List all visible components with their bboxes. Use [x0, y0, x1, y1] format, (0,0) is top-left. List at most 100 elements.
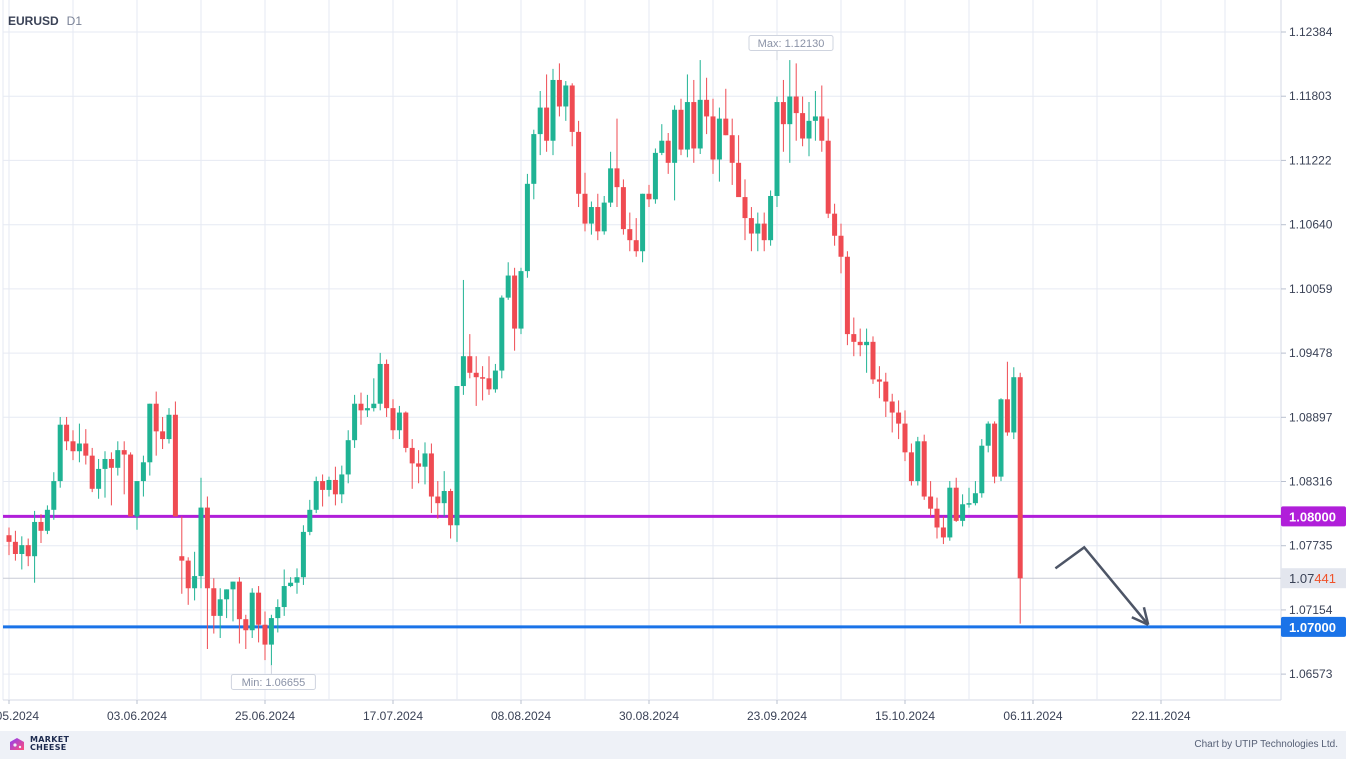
candle-body — [70, 441, 76, 452]
candle-body — [953, 487, 959, 521]
candle-body — [876, 379, 882, 382]
candle — [998, 398, 1004, 482]
candle-body — [627, 229, 633, 241]
candle-body — [985, 423, 991, 446]
candle-body — [307, 509, 313, 532]
cheese-logo-icon — [10, 738, 24, 750]
candle — [384, 359, 390, 417]
candle-body — [224, 589, 230, 600]
candle-body — [505, 275, 511, 298]
candle — [915, 436, 921, 486]
candle — [825, 118, 831, 219]
candle — [556, 63, 562, 117]
timeframe-label: D1 — [66, 14, 83, 28]
candle — [966, 487, 972, 508]
candle — [57, 416, 63, 488]
candle — [742, 179, 748, 241]
candle-body — [364, 408, 370, 411]
candle — [102, 451, 108, 498]
candle — [640, 193, 646, 263]
candle — [300, 525, 306, 585]
candle — [499, 295, 505, 379]
candle — [230, 581, 236, 622]
candle — [761, 212, 767, 252]
level-badge — [1281, 506, 1346, 527]
x-tick-label: 06.11.2024 — [1003, 709, 1062, 723]
candle — [601, 195, 607, 235]
candle-body — [473, 372, 479, 378]
candle-body — [96, 468, 102, 489]
candle-body — [249, 592, 255, 631]
candle-body — [550, 79, 556, 141]
candle — [921, 434, 927, 500]
candle-body — [608, 168, 614, 203]
candle — [947, 481, 953, 541]
candle — [934, 497, 940, 539]
candle — [755, 212, 761, 252]
candle-body — [512, 275, 518, 329]
candle-body — [902, 423, 908, 453]
chart-credit: Chart by UTIP Technologies Ltd. — [1194, 739, 1338, 750]
annotations: Max: 1.12130 Min: 1.06655 — [230, 35, 1150, 690]
candle-body — [819, 116, 825, 141]
candle-body — [864, 341, 870, 346]
candle-body — [345, 440, 351, 475]
candle — [832, 203, 838, 246]
candle-body — [710, 116, 716, 160]
candle — [678, 98, 684, 156]
candle — [972, 481, 978, 506]
x-tick-label: 30.08.2024 — [619, 709, 679, 723]
brand-logo[interactable]: MARKET CHEESE — [8, 736, 69, 752]
candle — [76, 423, 82, 463]
candle-body — [787, 96, 793, 125]
candle — [716, 107, 722, 182]
candle-body — [320, 481, 326, 490]
candle — [857, 328, 863, 357]
candle — [134, 481, 140, 530]
candle — [396, 405, 402, 440]
candle-body — [448, 491, 454, 526]
candle — [377, 352, 383, 411]
x-tick-label: 15.10.2024 — [875, 709, 935, 723]
candle-body — [934, 508, 940, 528]
candle-body — [108, 458, 114, 468]
candle — [633, 218, 639, 257]
candle — [217, 588, 223, 638]
candle-body — [396, 412, 402, 431]
candle — [128, 452, 134, 517]
candle-body — [531, 134, 537, 184]
candle — [249, 588, 255, 638]
candle-body — [556, 79, 562, 107]
candle — [723, 88, 729, 136]
candle-body — [371, 403, 377, 409]
candle-body — [800, 113, 806, 139]
candle-body — [780, 102, 786, 125]
candle-body — [966, 503, 972, 505]
candle — [979, 439, 985, 498]
candle-body — [742, 197, 748, 219]
candle — [19, 536, 25, 570]
candle — [838, 223, 844, 274]
candle — [595, 193, 601, 241]
candle-body — [441, 491, 447, 504]
candle — [332, 466, 338, 506]
candle-body — [774, 102, 780, 196]
candle-body — [998, 399, 1004, 477]
candle — [6, 527, 12, 556]
candle — [307, 499, 313, 536]
candle-body — [825, 140, 831, 214]
candle — [748, 207, 754, 252]
x-axis: 10.05.2024 03.06.2024 25.06.2024 17.07.2024… — [0, 700, 1191, 723]
candle-body — [281, 586, 287, 608]
candle — [236, 577, 242, 644]
candle-body — [121, 450, 127, 455]
candle-body — [166, 414, 172, 440]
candle-body — [236, 581, 242, 620]
candle-body — [588, 207, 594, 224]
candle — [1004, 361, 1010, 436]
level-badge-label: 1.08000 — [1289, 509, 1336, 524]
candle — [422, 442, 428, 485]
candle — [64, 416, 70, 451]
candle-body — [467, 356, 473, 373]
